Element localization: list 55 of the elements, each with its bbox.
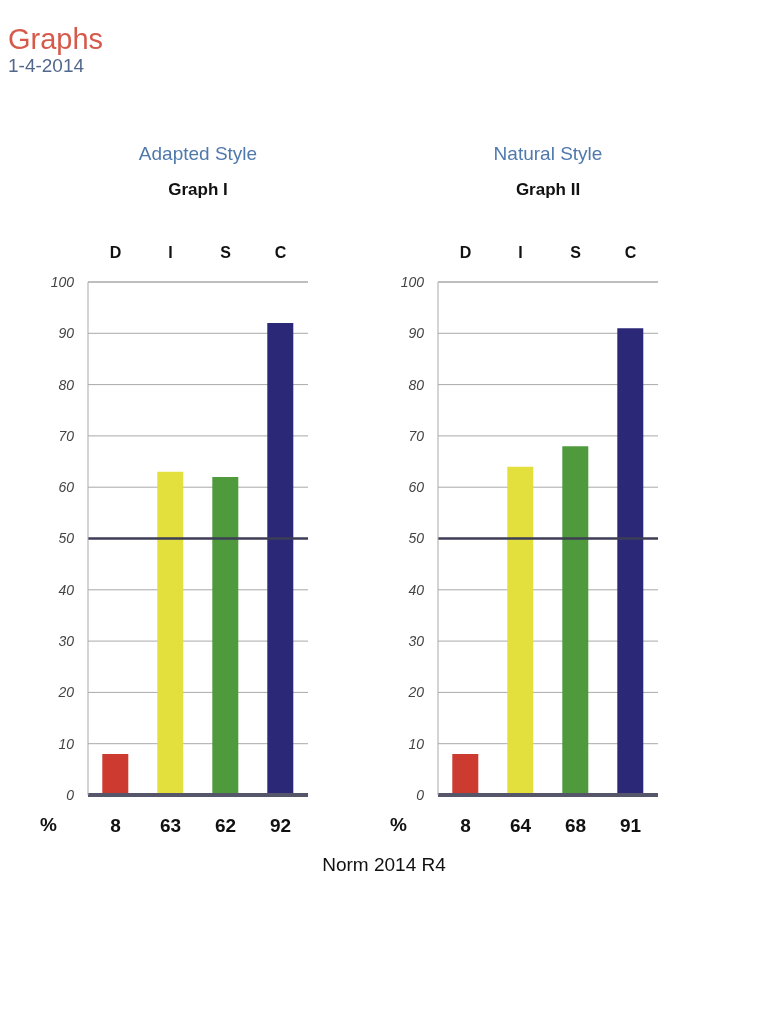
- x-tick-label: S: [220, 244, 232, 261]
- y-tick-label: 0: [416, 786, 425, 803]
- y-tick-label: 50: [408, 530, 425, 547]
- y-axis-title: %: [390, 814, 407, 835]
- data-label: 8: [110, 815, 121, 837]
- y-tick-label: 10: [58, 735, 75, 752]
- y-tick-label: 0: [66, 786, 75, 803]
- y-tick-label: 50: [58, 530, 75, 547]
- data-label: 63: [159, 815, 182, 837]
- y-tick-label: 80: [408, 376, 425, 393]
- x-tick-label: S: [570, 244, 582, 261]
- bar: [507, 466, 534, 795]
- y-tick-label: 90: [408, 325, 425, 342]
- text: Norm 2014 R4: [322, 854, 446, 875]
- y-tick-label: 60: [58, 479, 75, 496]
- x-tick-label: I: [168, 244, 173, 261]
- y-tick-label: 90: [58, 325, 75, 342]
- chart-subtitle: Graph II: [515, 180, 581, 199]
- data-label: 92: [269, 815, 292, 837]
- y-axis-title: %: [40, 814, 57, 835]
- bar: [102, 753, 129, 795]
- bar: [212, 476, 239, 795]
- y-tick-label: 70: [408, 427, 425, 444]
- bar: [157, 471, 184, 795]
- chart-title: Adapted Style: [138, 143, 258, 164]
- y-tick-label: 100: [50, 273, 75, 290]
- y-tick-label: 30: [408, 633, 425, 650]
- x-tick-label: D: [109, 244, 122, 261]
- x-tick-label: D: [459, 244, 472, 261]
- x-tick-label: C: [624, 244, 637, 261]
- chart-subtitle: Graph I: [168, 180, 228, 199]
- y-tick-label: 20: [57, 684, 75, 701]
- data-label: 8: [460, 815, 471, 837]
- data-label: 91: [619, 815, 642, 837]
- text: 1-4-2014: [8, 55, 85, 76]
- data-label: 64: [509, 815, 532, 837]
- y-tick-label: 20: [407, 684, 425, 701]
- y-tick-label: 60: [408, 479, 425, 496]
- y-tick-label: 80: [58, 376, 75, 393]
- x-tick-label: I: [518, 244, 523, 261]
- y-tick-label: 70: [58, 427, 75, 444]
- bar: [267, 323, 294, 795]
- data-label: 62: [214, 815, 237, 837]
- y-tick-label: 100: [400, 273, 425, 290]
- bar: [452, 753, 479, 795]
- y-tick-label: 30: [58, 633, 75, 650]
- bar: [617, 328, 644, 795]
- bar: [562, 446, 589, 795]
- data-label: 68: [564, 815, 587, 837]
- y-tick-label: 40: [58, 581, 75, 598]
- y-tick-label: 40: [408, 581, 425, 598]
- y-tick-label: 10: [408, 735, 425, 752]
- chart-title: Natural Style: [493, 143, 603, 164]
- x-tick-label: C: [274, 244, 287, 261]
- text: Graphs: [8, 23, 104, 55]
